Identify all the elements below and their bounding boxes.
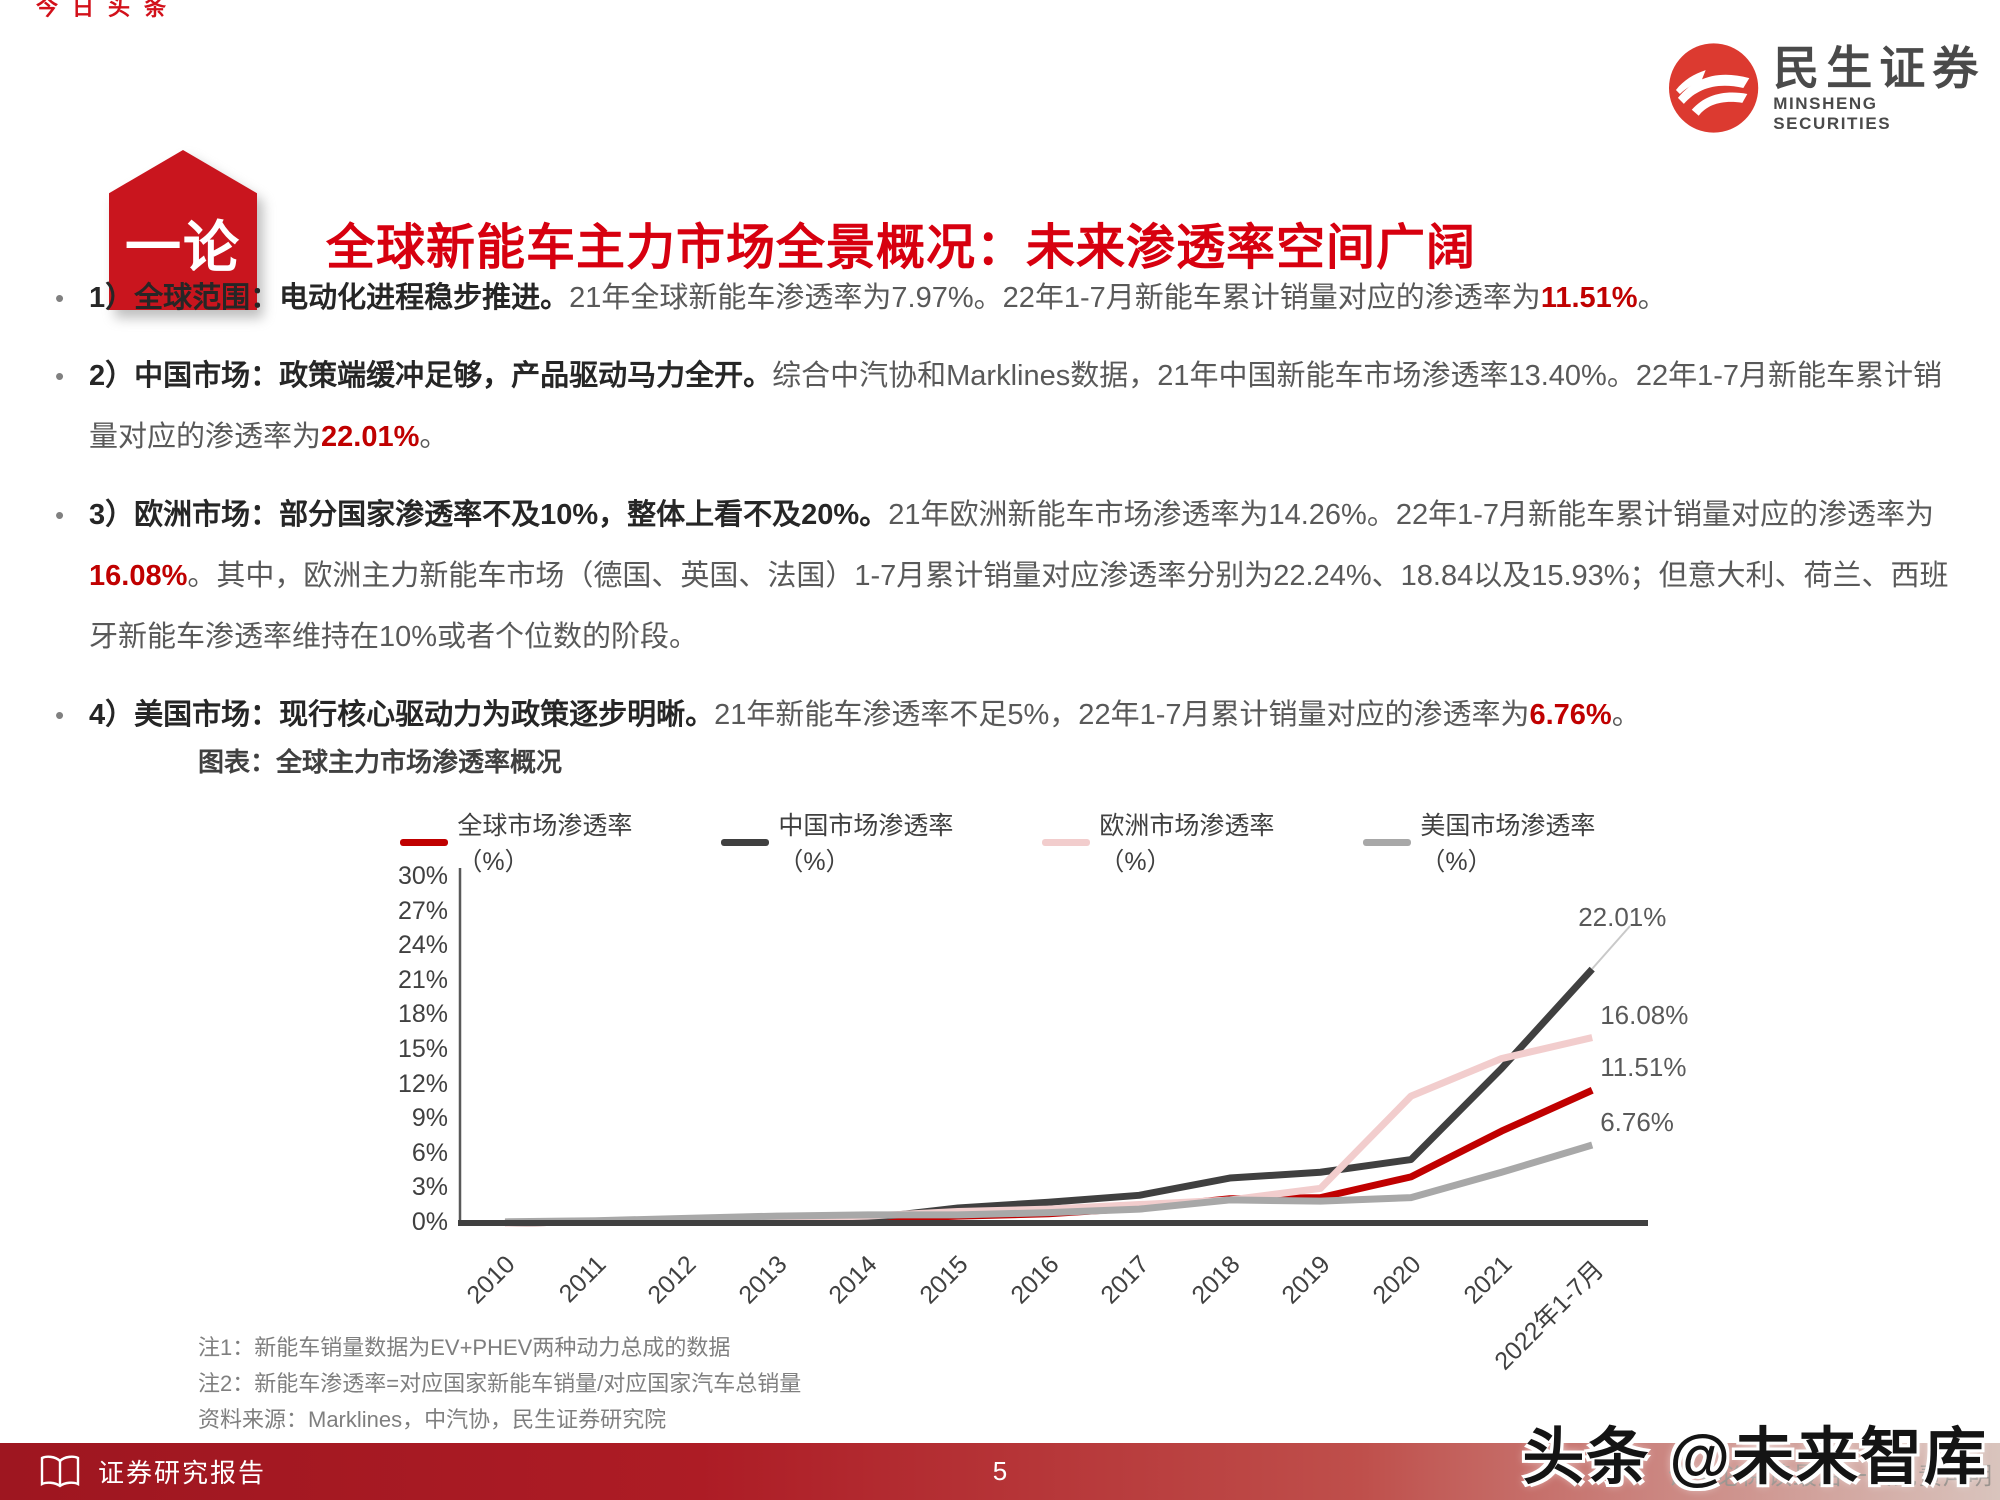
bullet-body: 21年新能车渗透率不足5%，22年1-7月累计销量对应的渗透率为 (714, 699, 1530, 731)
x-axis-tick-label: 2018 (1186, 1250, 1246, 1310)
y-axis-tick-label: 0% (411, 1208, 448, 1236)
y-axis-tick-label: 24% (397, 931, 448, 960)
bullet-em-value: 6.76% (1529, 699, 1612, 731)
x-axis-tick-label: 2020 (1367, 1250, 1427, 1310)
toutiao-watermark: 头条 @未来智库 (1522, 1423, 1988, 1492)
y-axis-tick-label: 21% (397, 965, 448, 994)
footer-disclaimer: 请务必阅读最后一页免责声明 (1668, 1463, 1993, 1490)
legend-label: 全球市场渗透率（%） (457, 812, 633, 876)
top-left-watermark-fragment: 今日头条 (36, 0, 181, 18)
footer-report-label: 证券研究报告 (98, 1458, 267, 1488)
series-line (504, 1034, 1593, 1227)
bullet-marker: • (55, 500, 65, 530)
legend-line-swatch (400, 838, 449, 846)
y-axis-tick-label: 18% (397, 1000, 448, 1029)
section-badge-label: 一论 (125, 215, 241, 279)
series-line (504, 1141, 1594, 1226)
bullet-us: • 4）美国市场：现行核心驱动力为政策逐步明晰。21年新能车渗透率不足5%，22年… (55, 685, 1955, 746)
series-end-label: 6.76% (1600, 1107, 1674, 1138)
annotation-leader-line (1591, 925, 1631, 970)
bullet-body: 21年全球新能车渗透率为7.97%。22年1-7月新能车累计销量对应的渗透率为 (569, 282, 1541, 314)
x-axis-tick-label: 2021 (1458, 1250, 1518, 1310)
series-end-label: 16.08% (1600, 999, 1689, 1030)
footer-left: 证券研究报告 (38, 1453, 266, 1491)
bullet-em-value: 11.51% (1540, 282, 1638, 314)
bullet-em-value: 16.08% (89, 560, 188, 592)
chart-legend: 全球市场渗透率（%） 中国市场渗透率（%） 欧洲市场渗透率（%） 美国市场渗透率（%） (400, 806, 1650, 878)
logo-en-label: MINSHENG SECURITIES (1773, 94, 1892, 133)
legend-label: 欧洲市场渗透率（%） (1099, 812, 1275, 876)
y-axis-tick-label: 3% (411, 1173, 448, 1202)
summary-bullets: • 1）全球范围：电动化进程稳步推进。21年全球新能车渗透率为7.97%。22年1… (55, 268, 1955, 763)
y-axis-tick-label: 27% (397, 896, 448, 925)
minsheng-logo-icon (1668, 43, 1759, 133)
x-axis-tick-label: 2016 (1005, 1250, 1065, 1310)
series-end-label: 11.51% (1600, 1052, 1687, 1083)
chart-source: 资料来源：Marklines，中汽协，民生证券研究院 (198, 1407, 667, 1432)
y-axis-tick-label: 9% (411, 1104, 448, 1133)
legend-label: 中国市场渗透率（%） (778, 812, 954, 876)
open-book-icon (40, 1455, 80, 1488)
x-axis-tick-label: 2014 (823, 1250, 883, 1310)
y-axis-tick-label: 12% (397, 1069, 448, 1098)
bullet-lead: 3）欧洲市场：部分国家渗透率不及10%，整体上看不及20%。 (89, 499, 889, 531)
bullet-marker: • (55, 283, 65, 313)
bullet-body: 21年欧洲新能车市场渗透率为14.26%。22年1-7月新能车累计销量对应的渗透… (888, 499, 1935, 531)
chart-title: 图表：全球主力市场渗透率概况 (198, 747, 563, 777)
legend-line-swatch (721, 838, 770, 846)
chart-note-2: 注2：新能车渗透率=对应国家新能车销量/对应国家汽车总销量 (198, 1371, 802, 1396)
legend-item: 欧洲市场渗透率（%） (1042, 806, 1329, 878)
bullet-tail: 。 (1611, 699, 1641, 731)
bullet-tail: 。其中，欧洲主力新能车市场（德国、英国、法国）1-7月累计销量对应渗透率分别为2… (89, 560, 1949, 653)
legend-line-swatch (1363, 838, 1412, 846)
bullet-europe: • 3）欧洲市场：部分国家渗透率不及10%，整体上看不及20%。21年欧洲新能车市… (55, 485, 1955, 668)
bullet-lead: 4）美国市场：现行核心驱动力为政策逐步明晰。 (89, 699, 715, 731)
bullet-global: • 1）全球范围：电动化进程稳步推进。21年全球新能车渗透率为7.97%。22年1… (55, 268, 1955, 329)
y-axis-tick-label: 15% (397, 1035, 448, 1063)
bullet-tail: 。 (1637, 282, 1667, 314)
x-axis-tick-label: 2015 (914, 1250, 974, 1310)
chart-note-1: 注1：新能车销量数据为EV+PHEV两种动力总成的数据 (198, 1335, 731, 1360)
series-line (504, 1087, 1594, 1227)
section-badge: 一论 (109, 150, 257, 310)
logo-cn-label: 民生证券 (1773, 42, 1986, 94)
bullet-marker: • (55, 361, 65, 391)
x-axis-tick-label: 2017 (1095, 1250, 1155, 1310)
bullet-tail: 。 (419, 421, 449, 453)
bullet-em-value: 22.01% (321, 421, 420, 453)
legend-item: 美国市场渗透率（%） (1363, 806, 1650, 878)
page-title: 全球新能车主力市场全景概况：未来渗透率空间广阔 (326, 221, 1477, 275)
minsheng-logo: 民生证券 MINSHENG SECURITIES (1668, 42, 2000, 134)
legend-item: 中国市场渗透率（%） (721, 806, 1008, 878)
logo-text: 民生证券 MINSHENG SECURITIES (1773, 42, 2000, 134)
legend-line-swatch (1042, 838, 1091, 846)
footer-bar: 证券研究报告 5 (0, 1443, 2000, 1500)
page-number: 5 (992, 1456, 1008, 1486)
bullet-body: 综合中汽协和Marklines数据，21年中国新能车市场渗透率13.40%。22… (89, 360, 1943, 453)
legend-item: 全球市场渗透率（%） (400, 806, 687, 878)
bullet-china: • 2）中国市场：政策端缓冲足够，产品驱动马力全开。综合中汽协和Marklines… (55, 346, 1955, 468)
bullet-lead: 1）全球范围：电动化进程稳步推进。 (89, 282, 570, 314)
legend-label: 美国市场渗透率（%） (1420, 812, 1596, 876)
bullet-marker: • (55, 700, 65, 730)
series-line (504, 966, 1595, 1227)
series-end-label: 22.01% (1578, 902, 1667, 933)
y-axis-tick-label: 6% (411, 1138, 448, 1167)
x-axis-tick-label: 2019 (1276, 1250, 1336, 1310)
bullet-lead: 2）中国市场：政策端缓冲足够，产品驱动马力全开。 (89, 360, 773, 392)
